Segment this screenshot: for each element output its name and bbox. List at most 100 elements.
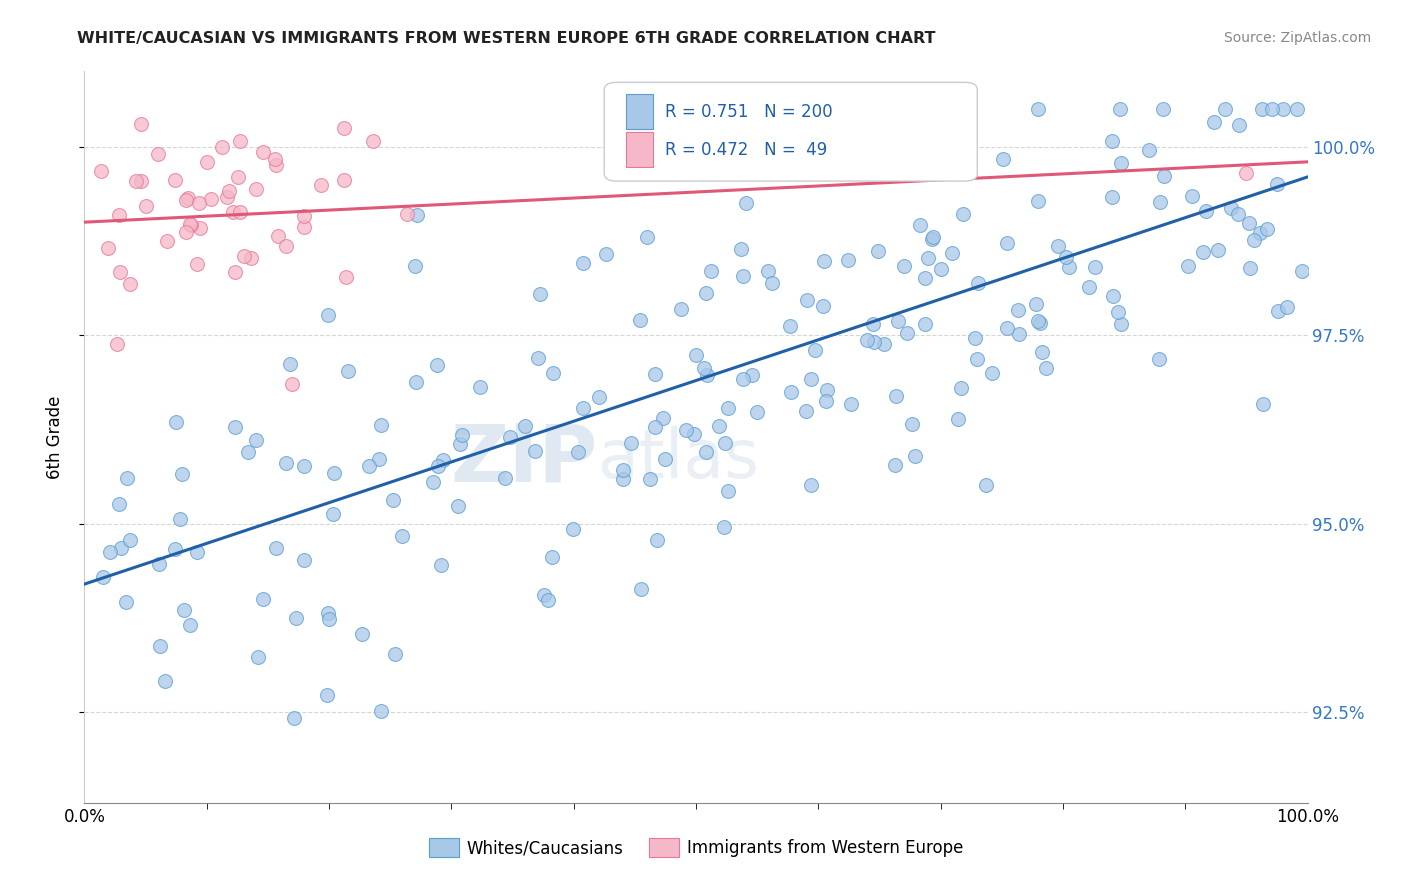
Point — [921, 232, 943, 246]
Point — [883, 458, 905, 472]
Point — [654, 452, 676, 467]
Point — [169, 511, 191, 525]
Point — [756, 264, 779, 278]
Point — [359, 459, 381, 474]
Point — [391, 529, 413, 543]
Point — [1261, 102, 1284, 116]
Point — [669, 301, 692, 316]
Point — [222, 205, 245, 219]
Point — [856, 334, 879, 348]
Point — [628, 313, 651, 327]
Point — [995, 320, 1018, 334]
Point — [707, 418, 730, 433]
Point — [837, 253, 859, 268]
Point — [914, 270, 936, 285]
Point — [107, 208, 129, 222]
Point — [644, 367, 666, 381]
Point — [967, 277, 990, 291]
Point — [761, 277, 783, 291]
Point — [893, 260, 915, 274]
Point — [901, 417, 924, 431]
Point — [1251, 102, 1274, 116]
Point — [595, 247, 617, 261]
Point — [1265, 177, 1288, 191]
Point — [800, 372, 823, 386]
Point — [283, 711, 305, 725]
Point — [526, 351, 548, 366]
Point — [165, 173, 187, 187]
Point — [218, 184, 240, 198]
Point — [264, 541, 287, 556]
Point — [952, 206, 974, 220]
Point — [115, 470, 138, 484]
Point — [91, 570, 114, 584]
Point — [884, 389, 907, 403]
Point — [188, 196, 211, 211]
Point — [179, 618, 201, 632]
Point — [541, 549, 564, 564]
Point — [1192, 245, 1215, 260]
Point — [908, 218, 931, 232]
Point — [352, 626, 374, 640]
Point — [1109, 156, 1132, 170]
Point — [229, 135, 252, 149]
Point — [811, 299, 834, 313]
Point — [236, 445, 259, 459]
Point — [1177, 259, 1199, 273]
Text: WHITE/CAUCASIAN VS IMMIGRANTS FROM WESTERN EUROPE 6TH GRADE CORRELATION CHART: WHITE/CAUCASIAN VS IMMIGRANTS FROM WESTE… — [77, 31, 936, 46]
Point — [148, 558, 170, 572]
Point — [1181, 189, 1204, 203]
Point — [177, 191, 200, 205]
Point — [1101, 190, 1123, 204]
Point — [332, 121, 354, 136]
Point — [1025, 297, 1047, 311]
Point — [384, 647, 406, 661]
Point — [1057, 260, 1080, 274]
Point — [370, 705, 392, 719]
Point — [714, 436, 737, 450]
Point — [292, 209, 315, 223]
Point — [1243, 233, 1265, 247]
Point — [449, 437, 471, 451]
Point — [1227, 207, 1250, 221]
Point — [747, 405, 769, 419]
Point — [90, 163, 112, 178]
Point — [541, 366, 564, 380]
Point — [713, 520, 735, 534]
Point — [176, 225, 198, 239]
Point — [292, 459, 315, 474]
Point — [316, 309, 339, 323]
Point — [562, 522, 585, 536]
Point — [226, 169, 249, 184]
Point — [229, 204, 252, 219]
Point — [529, 287, 551, 301]
Point — [1147, 351, 1170, 366]
Point — [468, 380, 491, 394]
FancyBboxPatch shape — [605, 82, 977, 181]
Point — [1237, 216, 1260, 230]
Point — [245, 433, 267, 447]
Point — [274, 456, 297, 470]
Legend: Whites/Caucasians, Immigrants from Western Europe: Whites/Caucasians, Immigrants from Weste… — [422, 831, 970, 864]
Point — [813, 254, 835, 268]
Point — [966, 352, 988, 367]
Point — [794, 404, 817, 418]
Point — [264, 158, 287, 172]
Point — [149, 640, 172, 654]
Point — [124, 174, 146, 188]
Point — [224, 420, 246, 434]
Point — [993, 152, 1015, 166]
Point — [1239, 261, 1261, 276]
Point — [946, 412, 969, 426]
Point — [174, 193, 197, 207]
Point — [941, 246, 963, 260]
Point — [129, 174, 152, 188]
Point — [451, 428, 474, 442]
Point — [432, 452, 454, 467]
Point — [1208, 243, 1230, 257]
Point — [675, 423, 697, 437]
Point — [1101, 289, 1123, 303]
Point — [1026, 314, 1049, 328]
Point — [316, 606, 339, 620]
Point — [1267, 303, 1289, 318]
